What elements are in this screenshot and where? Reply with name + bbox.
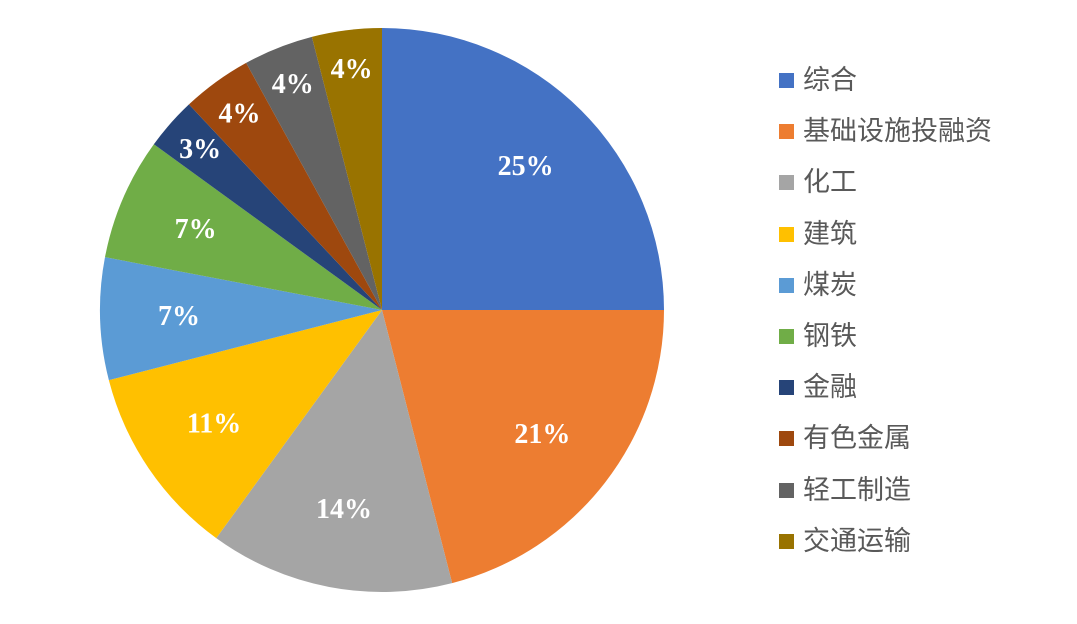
legend-label: 煤炭: [803, 269, 857, 301]
legend-label: 基础设施投融资: [803, 116, 992, 148]
legend-label: 综合: [803, 65, 857, 97]
legend-label: 有色金属: [803, 423, 911, 455]
pie-data-label-2: 21%: [514, 419, 570, 450]
pie-data-label-3: 14%: [316, 494, 372, 525]
pie-slice-9: [246, 36, 382, 310]
legend-item: 综合: [779, 55, 992, 106]
legend-swatch: [779, 380, 794, 396]
legend-item: 金融: [779, 362, 992, 413]
pie-slice-10: [311, 28, 382, 310]
pie-slice-1: [382, 28, 664, 310]
legend-label: 金融: [803, 372, 857, 404]
pie-data-label-8: 4%: [218, 98, 260, 129]
legend-swatch: [779, 482, 794, 498]
legend-label: 轻工制造: [803, 474, 911, 506]
pie-data-labels: 25% 21% 14% 11% 7% 7% 3% 4% 4% 4%: [158, 54, 570, 525]
legend-item: 建筑: [779, 209, 992, 260]
legend-label: 钢铁: [803, 321, 857, 353]
pie-data-label-6: 7%: [175, 214, 217, 245]
pie-slice-6: [104, 144, 382, 310]
legend-label: 交通运输: [803, 525, 911, 557]
pie-slices: [100, 28, 664, 592]
pie-data-label-4: 11%: [187, 409, 241, 440]
pie-data-label-7: 3%: [179, 134, 221, 165]
legend-swatch: [779, 533, 794, 549]
legend-swatch: [779, 73, 794, 89]
legend-item: 煤炭: [779, 260, 992, 311]
legend-item: 钢铁: [779, 311, 992, 362]
legend-item: 交通运输: [779, 516, 992, 567]
pie-data-label-9: 4%: [272, 69, 314, 100]
legend-item: 基础设施投融资: [779, 106, 992, 157]
pie-data-label-5: 7%: [158, 301, 200, 332]
legend: 综合基础设施投融资 化工建筑煤炭钢铁金融有色金属轻工制造交通运输: [779, 55, 992, 567]
legend-swatch: [779, 226, 794, 242]
legend-item: 有色金属: [779, 413, 992, 464]
legend-item: 化工: [779, 157, 992, 208]
pie-slice-4: [108, 310, 382, 539]
legend-swatch: [779, 329, 794, 345]
pie-data-label-10: 4%: [331, 54, 373, 85]
legend-label: 化工: [803, 167, 857, 199]
pie-slice-7: [153, 104, 382, 310]
pie-data-label-1: 25%: [498, 151, 554, 182]
pie-slice-8: [188, 62, 382, 310]
legend-swatch: [779, 175, 794, 191]
pie-slice-3: [216, 310, 453, 592]
legend-swatch: [779, 277, 794, 293]
pie-slice-5: [100, 257, 382, 381]
pie-slice-2: [382, 310, 664, 584]
legend-swatch: [779, 124, 794, 140]
legend-item: 轻工制造: [779, 465, 992, 516]
legend-label: 建筑: [803, 218, 857, 250]
legend-swatch: [779, 431, 794, 447]
